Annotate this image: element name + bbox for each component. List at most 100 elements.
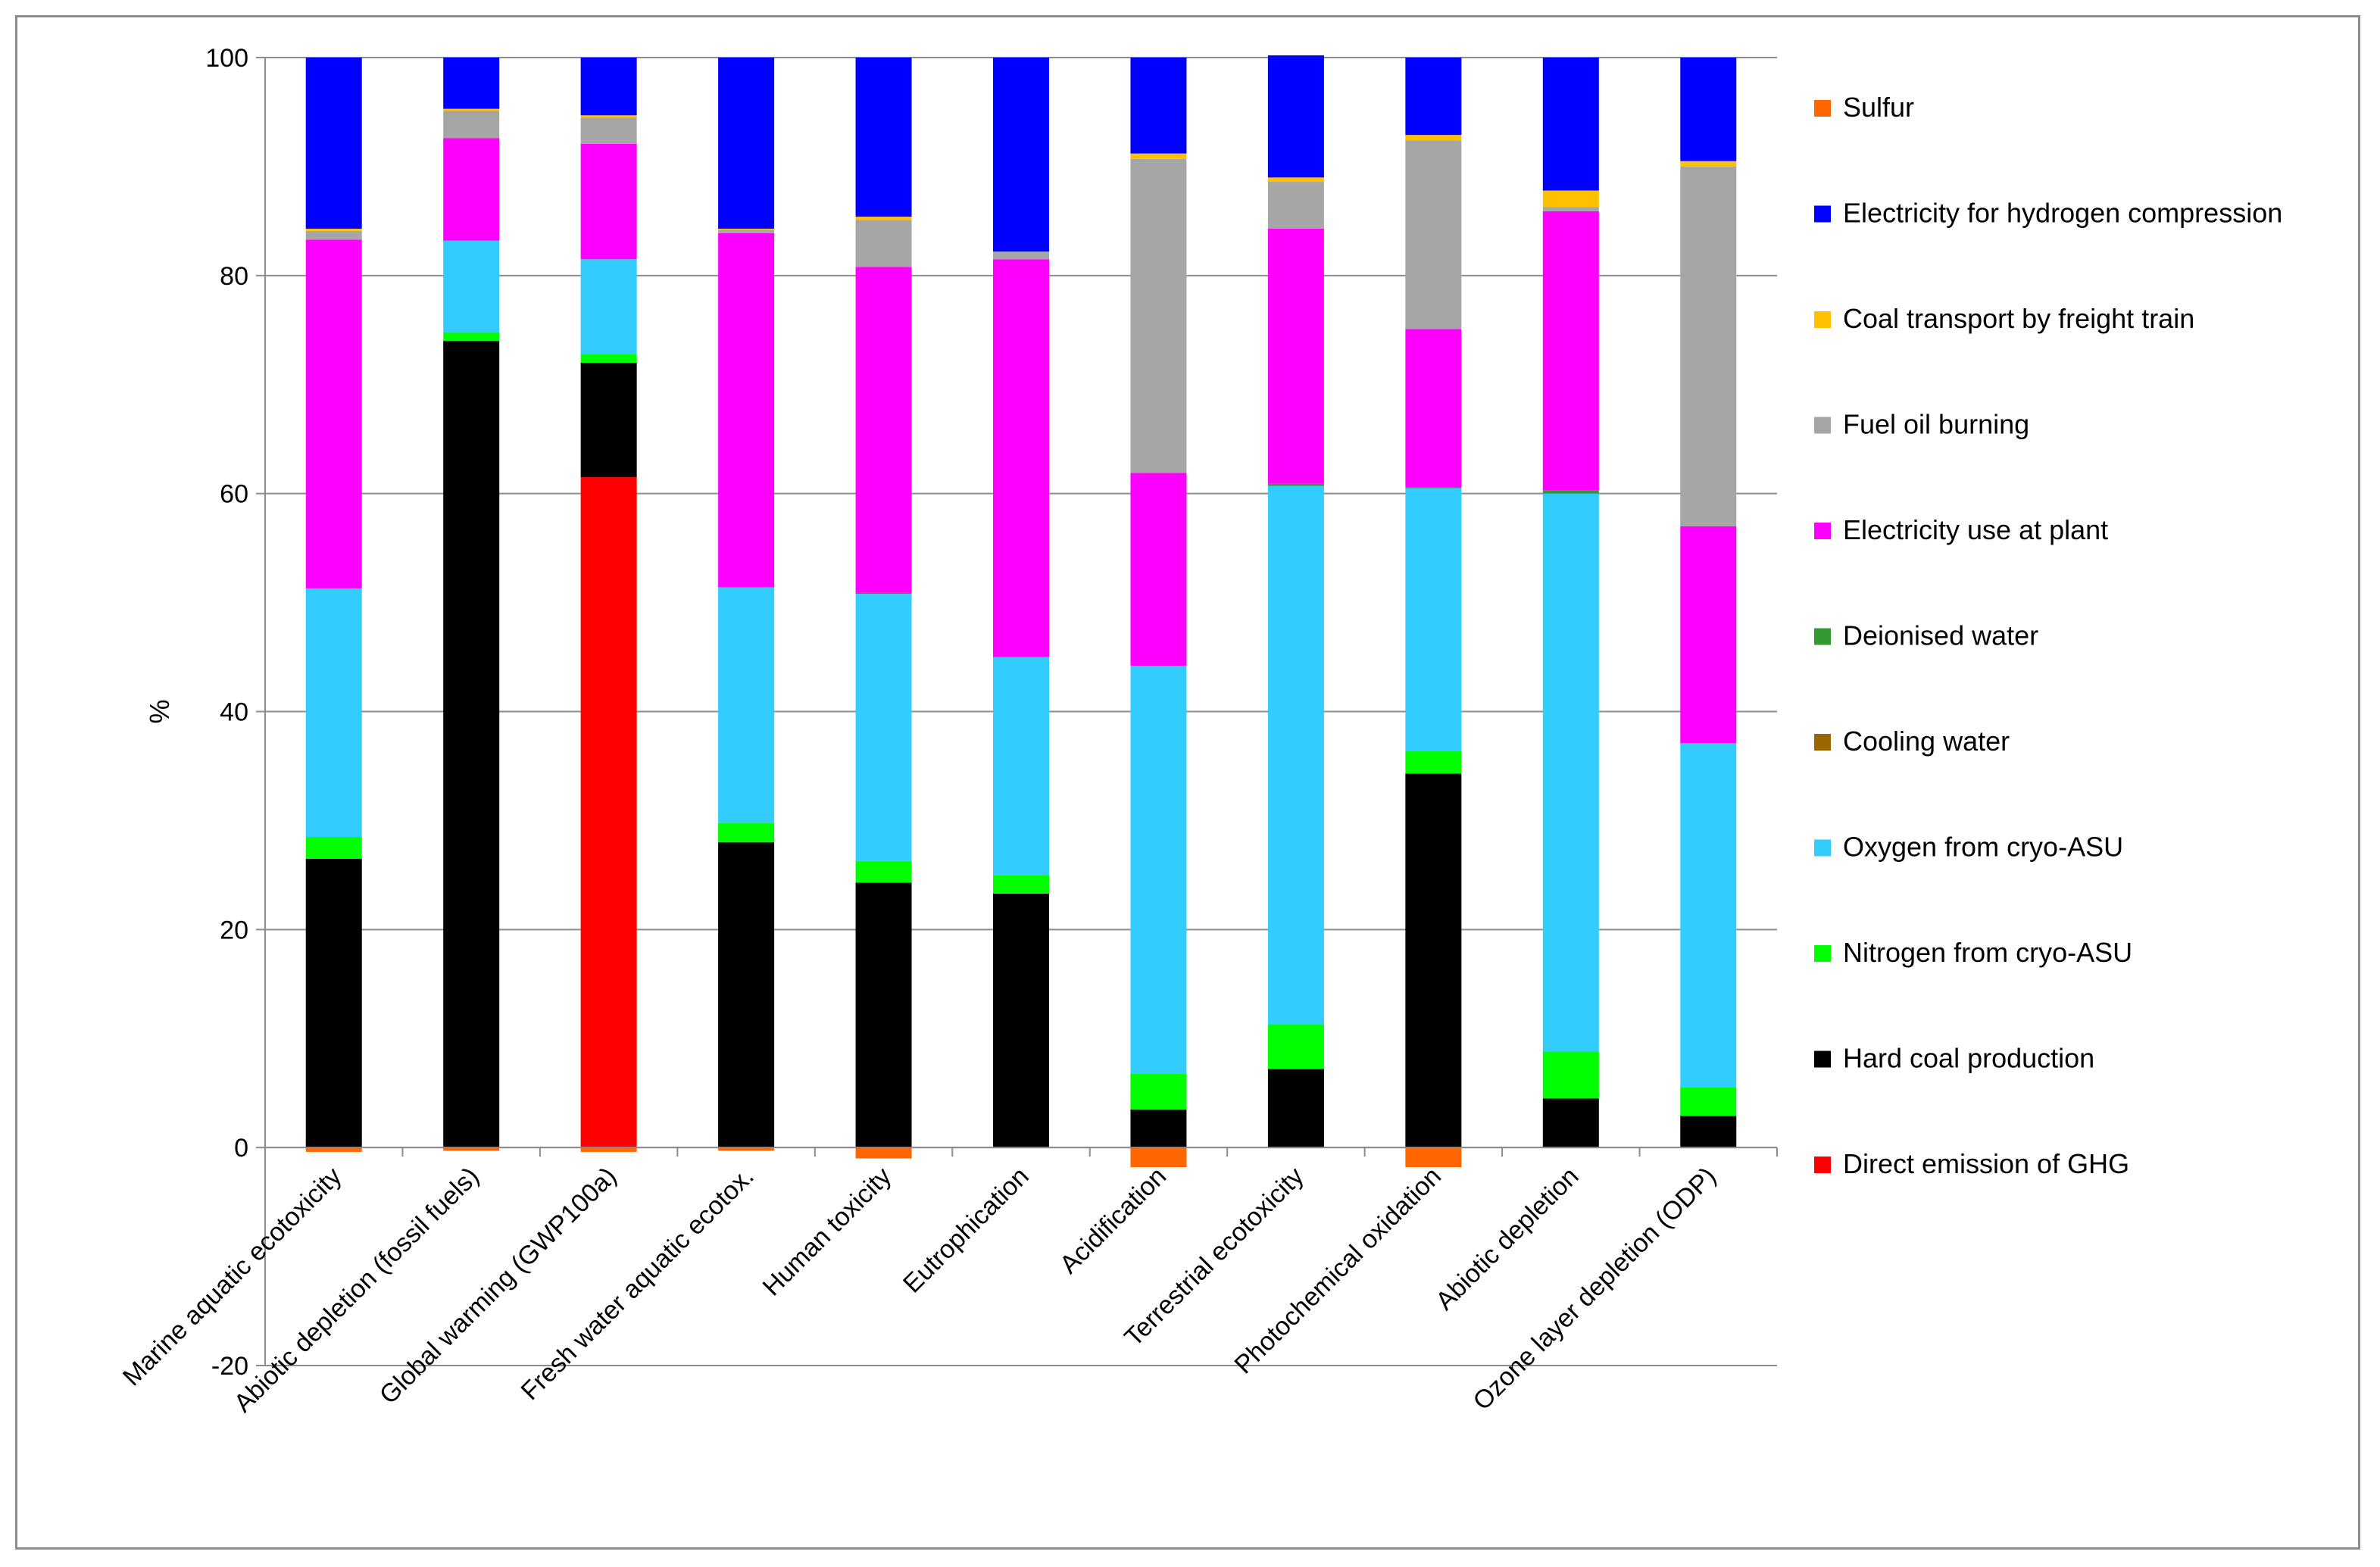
bar-segment-nitrogen-from-cryo-asu — [1405, 751, 1462, 774]
bar-segment-oxygen-from-cryo-asu — [993, 657, 1049, 876]
legend-label: Cooling water — [1843, 726, 2010, 757]
legend: Sulfur Electricity for hydrogen compressi… — [1814, 92, 2282, 1179]
bar-segment-sulfur — [1405, 1147, 1462, 1168]
bar-segment-electricity-for-hydrogen-compression — [443, 58, 500, 109]
bar-segment-electricity-use-at-plant — [1542, 211, 1599, 491]
bar-segment-electricity-use-at-plant — [1405, 329, 1462, 488]
bar-segment-nitrogen-from-cryo-asu — [443, 332, 500, 342]
legend-label: Sulfur — [1843, 92, 1914, 123]
legend-label: Hard coal production — [1843, 1043, 2094, 1074]
legend-label: Electricity use at plant — [1843, 514, 2108, 545]
bar-segment-nitrogen-from-cryo-asu — [1542, 1051, 1599, 1099]
y-axis-title: % — [144, 699, 175, 723]
y-tick-label: 40 — [220, 698, 248, 727]
bar-segment-fuel-oil-burning — [1267, 182, 1324, 229]
legend-swatch — [1814, 734, 1831, 751]
x-category-label: Human toxicity — [757, 1162, 898, 1302]
bar-segment-direct-emission-of-ghg — [580, 477, 637, 1148]
x-category-label: Ozone layer depletion (ODP) — [1467, 1162, 1722, 1416]
legend-swatch — [1814, 205, 1831, 223]
bar-segment-electricity-for-hydrogen-compression — [718, 58, 775, 229]
x-category-label: Global warming (GWP100a) — [374, 1162, 623, 1410]
bar-segment-fuel-oil-burning — [305, 230, 362, 240]
bar-segment-hard-coal-production — [1405, 773, 1462, 1148]
bar-segment-oxygen-from-cryo-asu — [580, 259, 637, 354]
bar-segment-cooling-water — [855, 592, 912, 595]
bar-segment-fuel-oil-burning — [993, 251, 1049, 260]
bar-segment-electricity-for-hydrogen-compression — [1542, 58, 1599, 191]
bar-segment-sulfur — [855, 1147, 912, 1159]
bar-segment-nitrogen-from-cryo-asu — [718, 823, 775, 843]
bar-segment-hard-coal-production — [993, 893, 1049, 1148]
bar-segment-nitrogen-from-cryo-asu — [993, 875, 1049, 894]
bar-segment-oxygen-from-cryo-asu — [1130, 666, 1187, 1074]
bar-segment-electricity-use-at-plant — [1267, 228, 1324, 484]
legend-label: Coal transport by freight train — [1843, 303, 2194, 334]
bar-segment-electricity-for-hydrogen-compression — [1130, 58, 1187, 154]
bar-segment-fuel-oil-burning — [855, 220, 912, 267]
legend-label: Deionised water — [1843, 620, 2038, 651]
legend-label: Nitrogen from cryo-ASU — [1843, 937, 2132, 968]
bar-segment-electricity-use-at-plant — [305, 239, 362, 588]
bar-segment-fuel-oil-burning — [1680, 166, 1737, 526]
x-category-label: Acidification — [1054, 1162, 1172, 1279]
bar-segment-deionised-water — [1267, 483, 1324, 486]
bars — [305, 55, 1737, 1168]
bar-segment-nitrogen-from-cryo-asu — [1680, 1088, 1737, 1116]
bar-segment-hard-coal-production — [1542, 1098, 1599, 1148]
chart-frame: -20 0 20 40 60 80 100 Marine aquatic ecotoxicit… — [15, 15, 2360, 1550]
bar-segment-electricity-for-hydrogen-compression — [580, 58, 637, 116]
bar-segment-fuel-oil-burning — [1405, 140, 1462, 329]
legend-swatch — [1814, 839, 1831, 857]
bar-segment-nitrogen-from-cryo-asu — [580, 354, 637, 363]
bar-segment-coal-transport-by-freight-train — [580, 115, 637, 118]
y-tick-label: 0 — [234, 1134, 248, 1163]
bar-segment-sulfur — [443, 1147, 500, 1151]
legend-label: Oxygen from cryo-ASU — [1843, 832, 2123, 863]
bar-segment-hard-coal-production — [855, 882, 912, 1148]
x-category-label: Eutrophication — [898, 1162, 1035, 1299]
bar-segment-fuel-oil-burning — [443, 111, 500, 139]
bar-segment-electricity-for-hydrogen-compression — [1680, 58, 1737, 161]
bar-segment-electricity-use-at-plant — [443, 138, 500, 241]
bar-segment-deionised-water — [1542, 490, 1599, 494]
bar-segment-hard-coal-production — [580, 362, 637, 478]
legend-swatch — [1814, 417, 1831, 434]
y-tick-label: 100 — [205, 44, 248, 73]
bar-segment-sulfur — [718, 1147, 775, 1151]
bar-segment-electricity-use-at-plant — [1680, 526, 1737, 744]
bar-segment-hard-coal-production — [305, 858, 362, 1148]
bar-segment-sulfur — [1130, 1147, 1187, 1168]
bar-segment-electricity-use-at-plant — [993, 259, 1049, 657]
x-category-label: Abiotic depletion (fossil fuels) — [229, 1162, 485, 1418]
bar-segment-nitrogen-from-cryo-asu — [1130, 1073, 1187, 1110]
bar-segment-sulfur — [305, 1147, 362, 1152]
bar-segment-coal-transport-by-freight-train — [443, 108, 500, 111]
legend-swatch — [1814, 1050, 1831, 1068]
bar-segment-sulfur — [580, 1147, 637, 1152]
bar-segment-coal-transport-by-freight-train — [305, 228, 362, 231]
bar-segment-oxygen-from-cryo-asu — [718, 587, 775, 823]
bar-segment-nitrogen-from-cryo-asu — [855, 860, 912, 883]
bar-segment-electricity-use-at-plant — [1130, 473, 1187, 666]
bar-segment-coal-transport-by-freight-train — [1680, 161, 1737, 167]
bar-segment-oxygen-from-cryo-asu — [1267, 485, 1324, 1025]
legend-swatch — [1814, 523, 1831, 539]
legend-label: Electricity for hydrogen compression — [1843, 198, 2282, 229]
bar-segment-coal-transport-by-freight-train — [855, 217, 912, 220]
x-category-label: Abiotic depletion — [1430, 1162, 1584, 1316]
bar-segment-coal-transport-by-freight-train — [1130, 153, 1187, 159]
bar-segment-fuel-oil-burning — [718, 229, 775, 233]
legend-swatch — [1814, 1157, 1831, 1173]
bar-segment-deionised-water — [1405, 487, 1462, 489]
bar-segment-electricity-for-hydrogen-compression — [1267, 55, 1324, 178]
bar-segment-fuel-oil-burning — [580, 117, 637, 144]
legend-swatch — [1814, 100, 1831, 117]
bar-segment-nitrogen-from-cryo-asu — [1267, 1024, 1324, 1069]
legend-label: Fuel oil burning — [1843, 409, 2029, 440]
legend-label: Direct emission of GHG — [1843, 1148, 2129, 1179]
bar-segment-electricity-for-hydrogen-compression — [993, 58, 1049, 252]
legend-swatch — [1814, 945, 1831, 962]
